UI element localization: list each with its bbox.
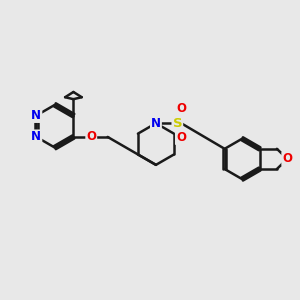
Text: N: N <box>151 117 161 130</box>
Text: N: N <box>32 109 41 122</box>
Text: O: O <box>282 152 292 165</box>
Text: S: S <box>172 117 182 130</box>
Text: O: O <box>176 103 186 116</box>
Text: O: O <box>176 131 186 144</box>
Text: O: O <box>86 130 96 143</box>
Text: N: N <box>32 130 41 143</box>
